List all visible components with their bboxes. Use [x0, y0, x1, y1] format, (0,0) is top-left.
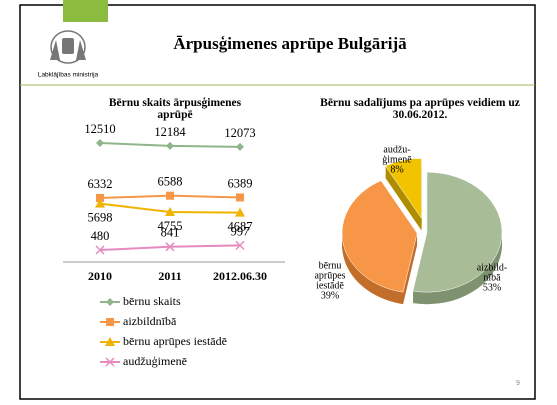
data-label: 4755 — [158, 219, 183, 233]
data-label: 12184 — [154, 125, 186, 139]
slide-frame — [19, 4, 536, 400]
page-number: 9 — [516, 380, 520, 387]
x-tick-label: 2012.06.30 — [213, 269, 267, 283]
legend-marker — [105, 337, 115, 346]
data-label: 480 — [91, 229, 110, 243]
slice-label: ģimenē — [382, 154, 412, 165]
data-label: 6332 — [88, 177, 113, 191]
data-label: 997 — [231, 224, 250, 238]
data-label: 841 — [161, 226, 180, 240]
logo-text: Labklājības ministrija — [38, 72, 99, 79]
slice-label: nībā — [483, 272, 501, 283]
legend-marker — [106, 298, 114, 306]
slice — [385, 158, 422, 220]
point — [235, 207, 245, 217]
legend-marker — [106, 318, 114, 326]
data-label: 12073 — [224, 126, 255, 140]
legend-label: aizbildnībā — [123, 314, 177, 328]
slice-label: bērnu — [319, 260, 342, 271]
point — [235, 240, 245, 250]
point — [96, 139, 104, 147]
point — [166, 191, 174, 200]
logo — [50, 30, 86, 64]
accent-block — [63, 0, 108, 22]
x-tick-label: 2010 — [88, 269, 112, 283]
slice-value-label: 39% — [321, 290, 339, 301]
point — [166, 141, 174, 150]
legend-label: bērnu aprūpes iestādē — [123, 334, 227, 348]
slice-value-label: 8% — [390, 164, 403, 175]
point — [95, 245, 105, 255]
slide-title: Ārpusģimenes aprūpe Bulgārijā — [173, 34, 407, 53]
legend-label: bērnu skaits — [123, 294, 181, 308]
data-label: 12510 — [84, 122, 115, 136]
data-label: 6389 — [228, 176, 253, 190]
point — [236, 142, 244, 151]
point — [165, 242, 175, 252]
pie-chart-title: Bērnu sadalījums pa aprūpes veidiem uz 3… — [320, 97, 520, 121]
slice-label: iestādē — [316, 280, 344, 291]
legend-label: audžuģimenē — [123, 354, 187, 368]
point — [96, 193, 104, 202]
slice-value-label: 53% — [483, 282, 501, 293]
point — [165, 206, 175, 216]
line-chart-title: Bērnu skaits ārpusģimenes aprūpē — [108, 97, 242, 121]
point — [236, 193, 244, 202]
legend-marker — [105, 357, 115, 367]
x-tick-label: 2011 — [158, 269, 181, 283]
point — [95, 198, 105, 208]
data-label: 6588 — [158, 175, 183, 189]
data-label: 5698 — [88, 210, 113, 224]
data-label: 4687 — [228, 219, 253, 233]
slice-label: audžu- — [383, 144, 410, 155]
slice-label: aprūpes — [314, 270, 345, 281]
slice — [341, 180, 418, 293]
slice-label: aizbild- — [477, 262, 508, 273]
slice — [412, 171, 503, 293]
